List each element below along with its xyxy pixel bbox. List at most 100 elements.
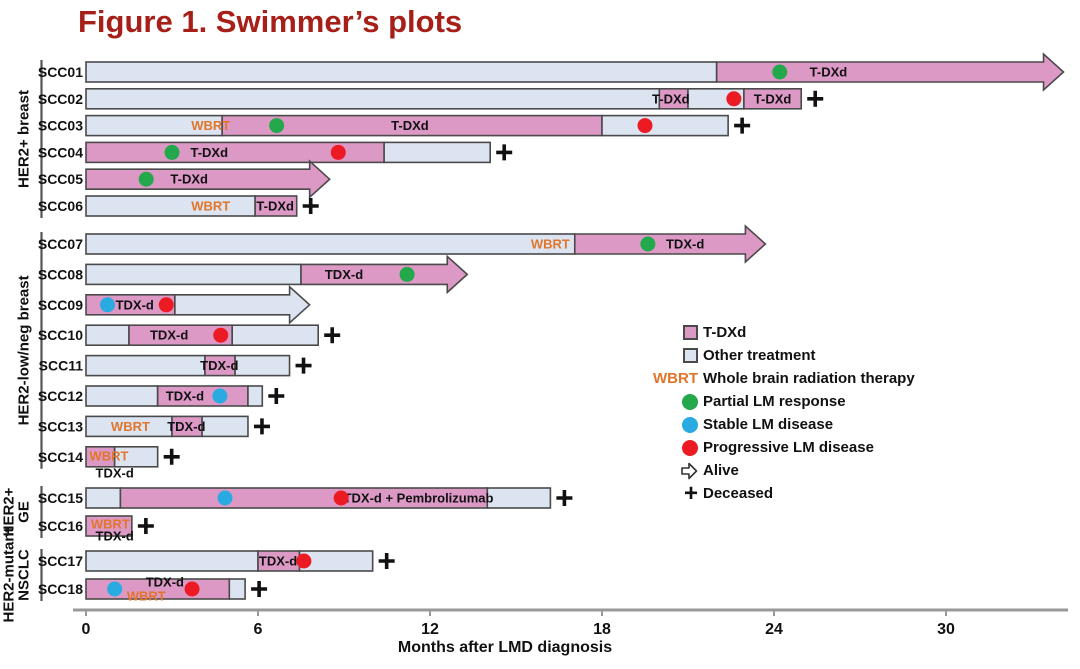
deceased-marker <box>253 418 270 435</box>
group-label: HER2+ breast <box>16 90 33 188</box>
deceased-marker <box>163 448 180 465</box>
bar-segment-other <box>247 385 264 407</box>
deceased-marker <box>251 581 268 597</box>
wbrt-label: WBRT <box>191 199 230 214</box>
wbrt-label: WBRT <box>91 517 130 532</box>
marker-partial-dot <box>138 171 154 187</box>
group-label: HER2+ <box>1 487 18 536</box>
treatment-label: TDX-d <box>96 529 134 544</box>
row-label: SCC05 <box>38 171 83 187</box>
tdxd-swatch-icon <box>683 325 698 340</box>
marker-stable-dot <box>100 297 116 313</box>
legend-item: + Deceased <box>643 479 915 507</box>
bar-segment-other <box>383 141 492 164</box>
marker-progressive-dot <box>330 144 346 160</box>
marker-progressive-dot <box>637 118 653 134</box>
group-label: HER2-mutant <box>1 527 18 622</box>
row-label: SCC03 <box>38 118 83 134</box>
marker-partial-dot <box>399 266 415 282</box>
treatment-label: TDX-d <box>167 419 205 434</box>
group-label: GE <box>16 501 33 523</box>
legend-item-label: Stable LM disease <box>703 416 834 433</box>
x-axis-tick-label: 18 <box>593 621 611 638</box>
legend-item-label: Deceased <box>703 485 774 502</box>
marker-partial-dot <box>269 118 285 134</box>
row-label: SCC04 <box>38 144 83 160</box>
row-label: SCC07 <box>38 236 83 252</box>
legend-item: Progressive LM disease <box>643 436 915 459</box>
treatment-label: T-DXd <box>170 172 208 187</box>
deceased-marker <box>807 90 824 107</box>
bar-arrow-segment-tdxd <box>85 159 331 199</box>
deceased-marker <box>734 117 751 134</box>
deceased-marker <box>268 388 285 404</box>
deceased-plus-icon: + <box>683 479 698 507</box>
x-axis-tick-label: 6 <box>254 621 263 638</box>
row-label: SCC18 <box>38 581 83 597</box>
marker-progressive-dot <box>726 91 742 107</box>
wbrt-label: WBRT <box>191 118 230 133</box>
treatment-label: TDX-d <box>166 389 204 404</box>
treatment-label: TDX-d <box>325 267 363 282</box>
bar-segment-other <box>85 233 576 255</box>
treatment-label: TDX-d <box>666 237 704 252</box>
wbrt-label: WBRT <box>531 237 570 252</box>
deceased-marker <box>295 357 312 374</box>
bar-segment-other <box>201 415 249 438</box>
treatment-label: T-DXd <box>190 145 228 160</box>
row-label: SCC15 <box>38 490 83 506</box>
wbrt-label: WBRT <box>89 448 128 463</box>
bar-arrow-segment-other <box>174 285 311 325</box>
treatment-label: T-DXd <box>652 91 690 106</box>
bar-segment-tdxd <box>254 195 298 217</box>
bar-segment-other <box>486 487 552 509</box>
treatment-label: TDX-d <box>259 554 297 569</box>
bar-segment-other <box>234 354 291 377</box>
group-label: NSCLC <box>16 549 33 601</box>
legend-item-label: Progressive LM disease <box>703 439 874 456</box>
treatment-label: TDX-d <box>116 297 154 312</box>
group-label: HER2-low/neg breast <box>16 275 33 425</box>
marker-progressive-dot <box>333 490 349 506</box>
treatment-label: T-DXd <box>810 65 848 80</box>
wbrt-label: WBRT <box>127 589 166 604</box>
legend-item: Other treatment <box>643 344 915 367</box>
marker-progressive-dot <box>213 327 229 343</box>
row-label: SCC02 <box>38 91 83 107</box>
row-label: SCC11 <box>39 358 84 374</box>
bar-segment-other <box>85 354 206 377</box>
alive-arrow-icon <box>681 462 698 479</box>
treatment-label: TDX-d <box>96 465 134 480</box>
deceased-marker <box>137 518 154 534</box>
bar-arrow-segment-tdxd <box>715 52 1065 92</box>
bar-segment-other <box>85 487 122 509</box>
dot-progressive-icon <box>682 439 698 456</box>
row-label: SCC10 <box>38 327 83 343</box>
row-label: SCC12 <box>38 388 83 404</box>
row-label: SCC13 <box>38 418 83 434</box>
marker-progressive-dot <box>158 297 174 313</box>
row-label: SCC17 <box>38 553 83 569</box>
bar-segment-other <box>85 324 130 347</box>
bar-arrow-segment-tdxd <box>573 224 767 264</box>
legend-item: Partial LM response <box>643 390 915 413</box>
treatment-label: T-DXd <box>391 118 429 133</box>
deceased-marker <box>302 198 319 214</box>
marker-partial-dot <box>772 64 788 80</box>
dot-stable-icon <box>682 416 698 433</box>
treatment-label: TDX-d <box>146 575 184 590</box>
legend-item-label: Whole brain radiation therapy <box>703 370 915 387</box>
marker-progressive-dot <box>184 581 200 597</box>
bar-segment-other <box>85 88 661 110</box>
marker-stable-dot <box>212 388 228 404</box>
wbrt-text-icon: WBRT <box>653 370 698 387</box>
treatment-label: T-DXd <box>754 91 792 106</box>
deceased-marker <box>556 490 573 506</box>
wbrt-label: WBRT <box>111 419 150 434</box>
marker-stable-dot <box>217 490 233 506</box>
row-label: SCC06 <box>38 198 83 214</box>
bar-segment-other <box>601 114 729 137</box>
marker-stable-dot <box>107 581 123 597</box>
